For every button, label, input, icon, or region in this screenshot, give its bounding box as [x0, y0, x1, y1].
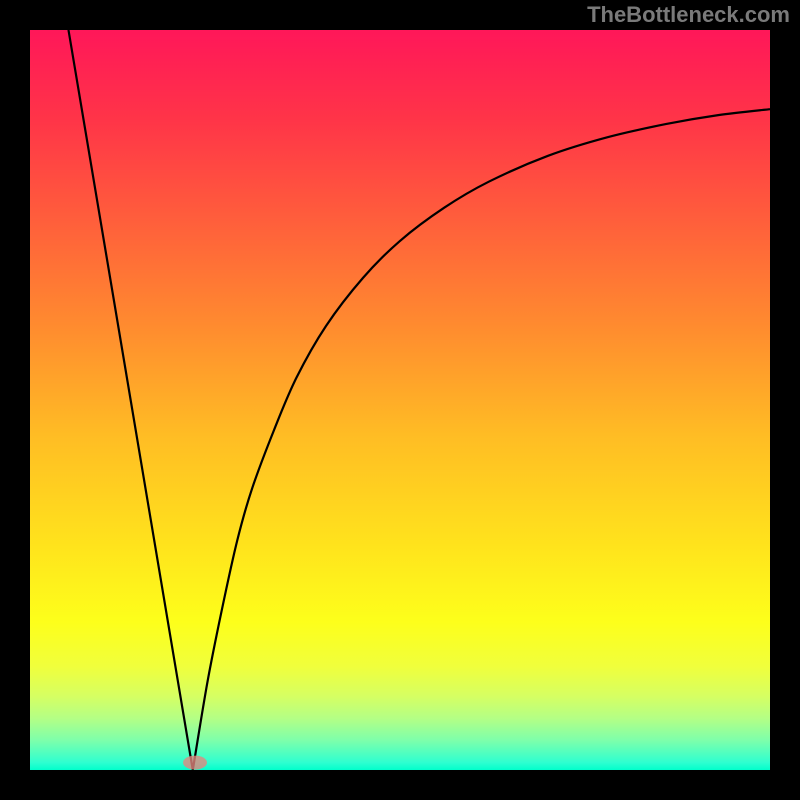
minimum-marker — [183, 756, 207, 770]
chart-svg — [0, 0, 800, 800]
plot-area — [30, 30, 770, 770]
attribution-label: TheBottleneck.com — [587, 2, 790, 28]
figure: TheBottleneck.com — [0, 0, 800, 800]
